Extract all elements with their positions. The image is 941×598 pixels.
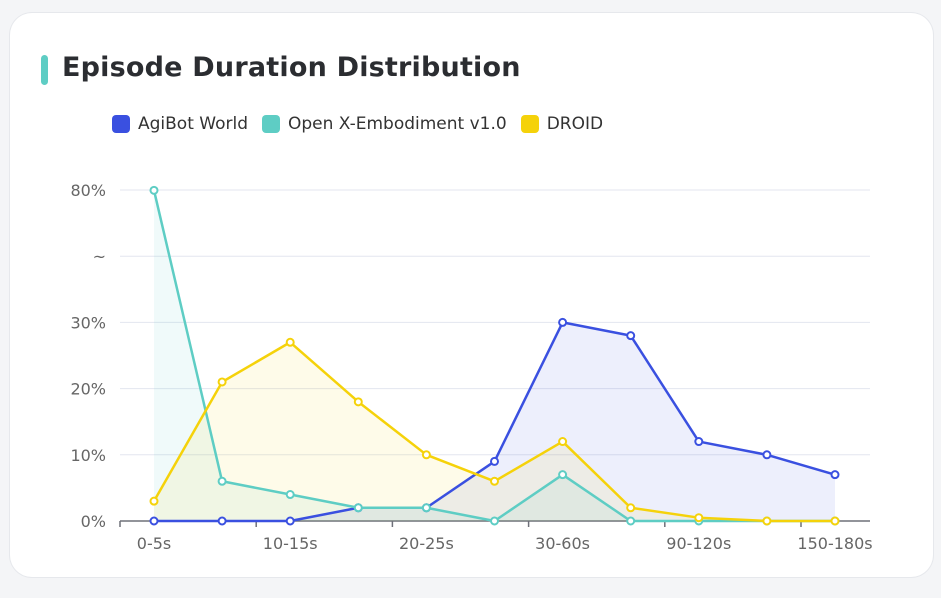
data-point xyxy=(217,377,227,387)
series-area xyxy=(154,322,835,521)
chart-title: Episode Duration Distribution xyxy=(62,52,521,83)
legend-item[interactable]: AgiBot World xyxy=(112,114,248,134)
legend: AgiBot World Open X-Embodiment v1.0 DROID xyxy=(112,114,617,134)
legend-swatch xyxy=(520,115,539,133)
x-tick-label: 30-60s xyxy=(535,534,590,553)
x-tick-label: 150-180s xyxy=(797,534,872,553)
y-tick-label: 80% xyxy=(70,181,106,200)
data-point xyxy=(626,331,636,341)
x-tick-label: 10-15s xyxy=(263,534,318,553)
series-area xyxy=(154,342,835,521)
y-tick-label: 10% xyxy=(70,446,106,465)
data-point xyxy=(694,437,704,447)
data-point xyxy=(830,516,840,526)
y-tick-label: 0% xyxy=(81,512,106,531)
data-point xyxy=(149,496,159,506)
data-point xyxy=(217,516,227,526)
y-tick-label: ~ xyxy=(93,247,106,266)
legend-item[interactable]: DROID xyxy=(520,114,604,134)
legend-swatch xyxy=(262,115,280,133)
series-area xyxy=(154,190,835,521)
data-point xyxy=(830,470,840,480)
legend-item[interactable]: Open X-Embodiment v1.0 xyxy=(262,114,507,134)
title-accent-bar xyxy=(41,55,48,85)
data-point xyxy=(149,516,159,526)
legend-swatch xyxy=(112,115,130,133)
data-point xyxy=(353,397,363,407)
y-tick-label: 20% xyxy=(70,380,106,399)
data-point xyxy=(285,337,295,347)
data-point xyxy=(217,476,227,486)
data-point xyxy=(558,470,568,480)
legend-label: Open X-Embodiment v1.0 xyxy=(288,114,507,134)
data-point xyxy=(626,503,636,513)
data-point xyxy=(762,450,772,460)
data-point xyxy=(353,503,363,513)
data-point xyxy=(558,317,568,327)
data-point xyxy=(626,516,636,526)
data-point xyxy=(285,490,295,500)
x-tick-label: 0-5s xyxy=(137,534,171,553)
legend-label: AgiBot World xyxy=(138,114,248,134)
data-point xyxy=(490,516,499,526)
data-point xyxy=(421,450,431,460)
y-tick-label: 30% xyxy=(70,313,106,332)
data-point xyxy=(694,513,704,523)
legend-label: DROID xyxy=(546,114,604,134)
data-point xyxy=(149,185,159,195)
data-point xyxy=(490,476,499,486)
data-point xyxy=(421,503,431,513)
x-tick-label: 20-25s xyxy=(399,534,454,553)
data-point xyxy=(558,437,568,447)
x-tick-label: 90-120s xyxy=(666,534,731,553)
data-point xyxy=(285,516,295,526)
data-point xyxy=(490,456,499,466)
data-point xyxy=(762,516,772,526)
